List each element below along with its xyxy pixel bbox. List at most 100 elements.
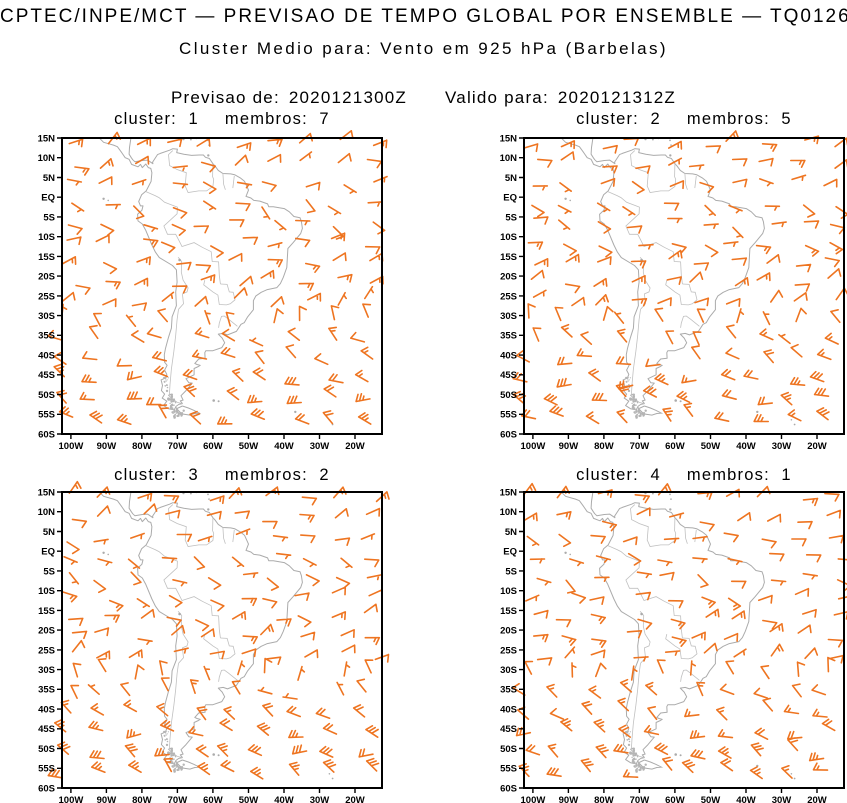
svg-text:30W: 30W	[772, 441, 792, 452]
svg-text:70W: 70W	[630, 441, 650, 452]
svg-text:5N: 5N	[43, 173, 55, 184]
svg-text:20S: 20S	[38, 272, 55, 283]
svg-text:30S: 30S	[500, 311, 517, 322]
wind-barb-panel-1: 15N 10N 5N EQ 5S 10S 15S 20S 25S 30S 35S 40S 45S 50S 5…	[38, 130, 388, 452]
svg-text:10N: 10N	[500, 153, 518, 164]
svg-text:10S: 10S	[500, 232, 517, 243]
svg-text:60W: 60W	[203, 441, 223, 452]
svg-text:60S: 60S	[500, 783, 517, 794]
svg-text:90W: 90W	[559, 441, 579, 452]
svg-text:90W: 90W	[97, 441, 117, 452]
svg-text:15S: 15S	[500, 606, 517, 617]
svg-text:25S: 25S	[500, 645, 517, 656]
svg-text:15N: 15N	[38, 487, 56, 498]
cluster-label-4: cluster: 4	[576, 466, 661, 484]
forecast-init: Previsao de: 2020121300Z	[171, 88, 407, 108]
svg-text:50W: 50W	[239, 795, 259, 803]
svg-text:100W: 100W	[58, 795, 83, 803]
page-subtitle: Cluster Medio para: Vento em 925 hPa (Ba…	[179, 39, 668, 58]
svg-text:15N: 15N	[38, 133, 56, 144]
svg-text:55S: 55S	[38, 764, 55, 775]
page-title: CPTEC/INPE/MCT — PREVISAO DE TEMPO GLOBA…	[0, 6, 847, 27]
svg-text:10N: 10N	[38, 153, 56, 164]
svg-text:45S: 45S	[38, 724, 55, 735]
svg-text:90W: 90W	[559, 795, 579, 803]
svg-text:40S: 40S	[38, 351, 55, 362]
svg-text:10S: 10S	[38, 586, 55, 597]
svg-text:20W: 20W	[807, 441, 827, 452]
wind-barb-plot-3: 15N 10N 5N EQ 5S 10S 15S 20S 25S 30S 35S 40S 45S 50S 5…	[38, 480, 390, 803]
svg-text:15S: 15S	[38, 606, 55, 617]
forecast-valid-label: Valido para:	[445, 88, 549, 107]
svg-text:5N: 5N	[505, 527, 517, 538]
svg-text:5S: 5S	[505, 566, 517, 577]
svg-text:45S: 45S	[500, 724, 517, 735]
svg-text:EQ: EQ	[503, 193, 517, 204]
svg-text:30S: 30S	[38, 665, 55, 676]
svg-text:80W: 80W	[594, 795, 614, 803]
svg-text:45S: 45S	[500, 370, 517, 381]
svg-text:60W: 60W	[665, 795, 685, 803]
svg-text:10S: 10S	[500, 586, 517, 597]
svg-text:20S: 20S	[500, 272, 517, 283]
svg-text:50S: 50S	[500, 744, 517, 755]
forecast-init-label: Previsao de:	[170, 88, 280, 107]
svg-text:5S: 5S	[43, 566, 55, 577]
wind-barb-plot-2: 15N 10N 5N EQ 5S 10S 15S 20S 25S 30S 35S 40S 45S 50S 5…	[500, 130, 847, 452]
svg-text:60S: 60S	[500, 429, 517, 440]
svg-text:70W: 70W	[168, 441, 188, 452]
svg-text:25S: 25S	[500, 291, 517, 302]
svg-text:50S: 50S	[38, 744, 55, 755]
svg-text:EQ: EQ	[503, 547, 517, 558]
svg-text:70W: 70W	[630, 795, 650, 803]
forecast-valid: Valido para: 2020121312Z	[445, 88, 676, 108]
svg-text:50W: 50W	[239, 441, 259, 452]
svg-text:20W: 20W	[345, 795, 365, 803]
forecast-init-value: 2020121300Z	[288, 88, 408, 107]
svg-text:90W: 90W	[97, 795, 117, 803]
svg-text:55S: 55S	[500, 410, 517, 421]
forecast-valid-value: 2020121312Z	[557, 88, 677, 107]
svg-text:25S: 25S	[38, 291, 55, 302]
svg-text:50S: 50S	[38, 390, 55, 401]
svg-text:60W: 60W	[203, 795, 223, 803]
svg-text:40W: 40W	[274, 795, 294, 803]
svg-text:100W: 100W	[520, 795, 545, 803]
svg-text:30W: 30W	[310, 441, 330, 452]
cluster-label-3: cluster: 3	[114, 466, 199, 484]
svg-text:25S: 25S	[38, 645, 55, 656]
membros-label-2: membros: 5	[686, 110, 792, 128]
panel-title-cluster-1: cluster: 1 membros: 7	[62, 110, 382, 129]
svg-text:40S: 40S	[500, 351, 517, 362]
svg-text:50W: 50W	[701, 441, 721, 452]
panel-title-cluster-4: cluster: 4 membros: 1	[524, 466, 844, 485]
svg-text:5N: 5N	[505, 173, 517, 184]
svg-text:20S: 20S	[500, 626, 517, 637]
svg-text:50S: 50S	[500, 390, 517, 401]
svg-text:EQ: EQ	[41, 193, 55, 204]
svg-text:20S: 20S	[38, 626, 55, 637]
svg-text:30W: 30W	[310, 795, 330, 803]
svg-text:40S: 40S	[38, 705, 55, 716]
svg-text:15N: 15N	[500, 133, 518, 144]
svg-text:30S: 30S	[500, 665, 517, 676]
svg-text:100W: 100W	[58, 441, 83, 452]
svg-text:15S: 15S	[500, 252, 517, 263]
membros-label-1: membros: 7	[224, 110, 330, 128]
svg-text:60W: 60W	[665, 441, 685, 452]
wind-barb-plot-4: 15N 10N 5N EQ 5S 10S 15S 20S 25S 30S 35S 40S 45S 50S 5…	[500, 482, 847, 803]
svg-text:35S: 35S	[500, 331, 517, 342]
svg-text:80W: 80W	[132, 795, 152, 803]
svg-text:60S: 60S	[38, 783, 55, 794]
membros-label-4: membros: 1	[686, 466, 792, 484]
svg-text:60S: 60S	[38, 429, 55, 440]
svg-text:30W: 30W	[772, 795, 792, 803]
svg-text:20W: 20W	[345, 441, 365, 452]
svg-text:5S: 5S	[505, 212, 517, 223]
svg-text:40W: 40W	[736, 441, 756, 452]
wind-barb-panel-3: 15N 10N 5N EQ 5S 10S 15S 20S 25S 30S 35S 40S 45S 50S 5…	[38, 480, 390, 803]
svg-text:35S: 35S	[38, 331, 55, 342]
svg-text:40W: 40W	[274, 441, 294, 452]
svg-text:80W: 80W	[132, 441, 152, 452]
svg-text:5N: 5N	[43, 527, 55, 538]
